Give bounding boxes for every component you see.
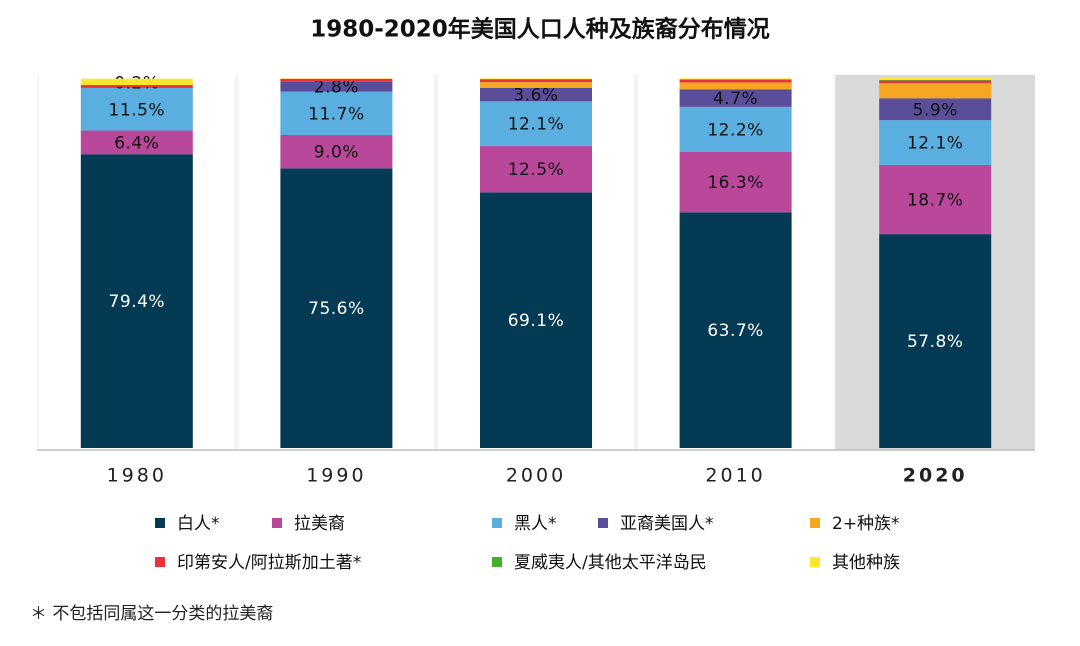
- bar-segment: [480, 78, 592, 79]
- data-label: 6.4%: [114, 133, 159, 153]
- data-label: 9.0%: [314, 143, 359, 163]
- data-label: 12.2%: [707, 120, 764, 140]
- data-label: 75.6%: [308, 299, 365, 319]
- bar-segment: [879, 83, 991, 98]
- bar-segment: [480, 79, 592, 82]
- legend-label: 2+种族*: [832, 514, 900, 534]
- legend-label: 拉美裔: [294, 514, 345, 534]
- data-label: 79.4%: [109, 292, 166, 312]
- bar-segment: [879, 80, 991, 81]
- legend-label: 夏威夷人/其他太平洋岛民: [514, 553, 707, 573]
- data-label: 63.7%: [707, 321, 764, 341]
- data-label: 12.1%: [907, 134, 964, 154]
- data-label: 4.7%: [713, 89, 758, 109]
- data-label: 69.1%: [508, 311, 565, 331]
- x-tick-label: 2000: [506, 465, 566, 487]
- legend-label: 黑人*: [514, 514, 557, 534]
- data-label: 18.7%: [907, 191, 964, 211]
- bar-segment: [680, 78, 792, 79]
- bar-segment: [680, 80, 792, 83]
- bar-segment: [680, 79, 792, 80]
- legend-marker: [155, 518, 165, 528]
- x-tick-label: 2020: [903, 465, 968, 487]
- data-label: 3.6%: [513, 86, 558, 106]
- legend-label: 其他种族: [832, 553, 900, 573]
- x-tick-label: 1980: [107, 465, 167, 487]
- legend-marker: [492, 518, 502, 528]
- legend-marker: [155, 557, 165, 567]
- data-label: 12.5%: [508, 160, 565, 180]
- bar-segment: [879, 78, 991, 80]
- chart-title: 1980-2020年美国人口人种及族裔分布情况: [310, 16, 770, 43]
- bar-segment: [879, 81, 991, 84]
- bar-segment: [81, 79, 193, 85]
- legend-label: 白人*: [177, 514, 220, 534]
- data-label: 12.1%: [508, 115, 565, 135]
- data-label: 11.7%: [308, 104, 365, 124]
- x-tick-label: 2010: [705, 465, 765, 487]
- footnote: ＊ 不包括同属这一分类的拉美裔: [30, 604, 273, 624]
- data-label: 11.5%: [109, 100, 166, 120]
- legend-marker: [810, 557, 820, 567]
- legend-marker: [598, 518, 608, 528]
- legend-marker: [492, 557, 502, 567]
- data-label: 57.8%: [907, 332, 964, 352]
- legend-label: 亚裔美国人*: [620, 514, 714, 534]
- legend-label: 印第安人/阿拉斯加土著*: [177, 553, 361, 573]
- bar-segment: [680, 82, 792, 89]
- bar-segment: [280, 79, 392, 82]
- bar-segment: [81, 85, 193, 87]
- data-label: 16.3%: [707, 173, 764, 193]
- legend-marker: [810, 518, 820, 528]
- bar-segment: [480, 82, 592, 88]
- x-tick-label: 1990: [306, 465, 366, 487]
- data-label: 5.9%: [913, 100, 958, 120]
- legend-marker: [272, 518, 282, 528]
